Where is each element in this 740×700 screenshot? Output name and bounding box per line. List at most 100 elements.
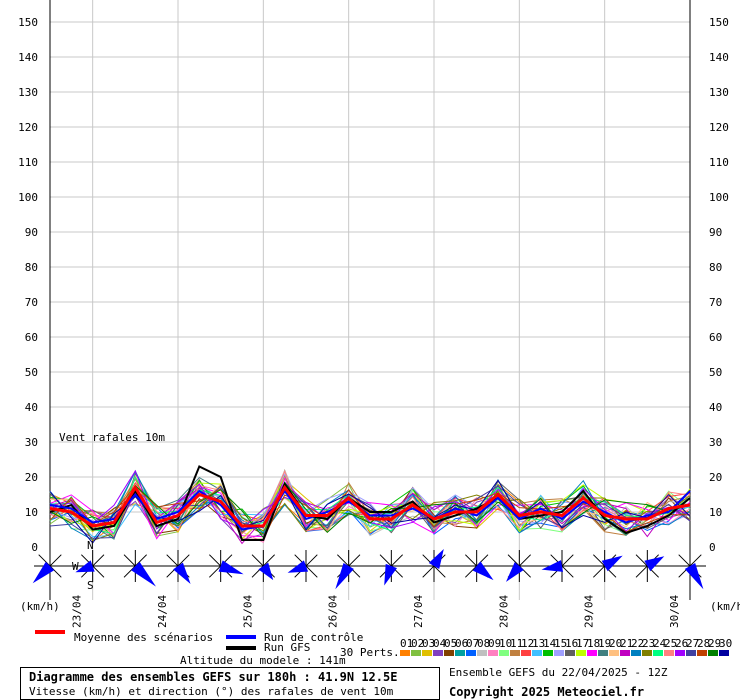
ensemble-date: Ensemble GEFS du 22/04/2025 - 12Z [449, 666, 668, 679]
pert-swatch [554, 650, 564, 656]
pert-swatch [444, 650, 454, 656]
perturbation-line [49, 476, 691, 540]
altitude-label: Altitude du modele : 141m [180, 654, 346, 667]
rose-star [80, 554, 105, 578]
y-tick-left: 70 [25, 296, 38, 309]
y-tick-left: 120 [18, 121, 38, 134]
pert-id: 10 [499, 637, 512, 650]
perturbation-line [49, 481, 691, 539]
legend-mean-swatch [35, 630, 65, 634]
series-line [49, 489, 691, 531]
pert-swatch [587, 650, 597, 656]
pert-id: 22 [631, 637, 644, 650]
pert-swatch [620, 650, 630, 656]
wind-direction-wedge [384, 563, 397, 586]
pert-id: 25 [664, 637, 677, 650]
y-tick-left: 140 [18, 51, 38, 64]
pert-swatch [455, 650, 465, 656]
y-axis-unit-left: (km/h) [20, 600, 60, 613]
pert-swatch [510, 650, 520, 656]
pert-id: 21 [620, 637, 633, 650]
y-tick-right: 70 [709, 296, 722, 309]
date-label: 30/04 [668, 595, 681, 628]
y-tick-left: 110 [18, 156, 38, 169]
pert-id: 02 [411, 637, 424, 650]
wind-direction-wedge [601, 555, 623, 572]
pert-swatch [664, 650, 674, 656]
wind-direction-wedge [644, 556, 665, 572]
y-tick-left: 100 [18, 191, 38, 204]
compass-south: S [87, 579, 94, 592]
pert-id: 15 [554, 637, 567, 650]
panel-label: Vent rafales 10m [59, 431, 165, 444]
y-tick-right: 40 [709, 401, 722, 414]
y-axis-unit-right: (km/h) [710, 600, 740, 613]
pert-id: 14 [543, 637, 557, 650]
wind-direction-wedge [32, 561, 55, 584]
rose-star [123, 554, 148, 578]
pert-swatch [565, 650, 575, 656]
compass-north: N [87, 539, 94, 552]
wind-direction-wedge [541, 560, 563, 572]
wind-direction-wedge [428, 549, 444, 569]
copyright: Copyright 2025 Meteociel.fr [449, 685, 645, 699]
y-tick-right: 120 [709, 121, 729, 134]
pert-id: 20 [609, 637, 622, 650]
y-tick-right: 20 [709, 471, 722, 484]
y-tick-right: 150 [709, 16, 729, 29]
pert-swatch [466, 650, 476, 656]
pert-swatch [598, 650, 608, 656]
pert-id: 27 [686, 637, 699, 650]
date-label: 24/04 [156, 595, 169, 628]
compass-west: W [72, 560, 79, 573]
date-label: 27/04 [412, 595, 425, 628]
pert-id: 11 [510, 637, 523, 650]
pert-swatch [543, 650, 553, 656]
chart-subtitle: Vitesse (km/h) et direction (°) des rafa… [29, 685, 394, 698]
wind-direction-wedge [218, 560, 244, 575]
pert-id: 28 [697, 637, 710, 650]
pert-id: 17 [576, 637, 589, 650]
date-labels: 23/04 24/04 25/04 26/04 27/04 28/04 29/04 30/04 [71, 595, 681, 628]
wind-direction-wedge [258, 562, 274, 581]
wind-direction-wedge [75, 560, 95, 573]
y-tick-left: 30 [25, 436, 38, 449]
pert-swatch [609, 650, 619, 656]
wind-direction-wedge [335, 563, 354, 590]
pert-id: 16 [565, 637, 578, 650]
date-label: 26/04 [327, 595, 340, 628]
perturbation-line [49, 479, 691, 544]
y-tick-right: 10 [709, 506, 722, 519]
legend-gfs-swatch [226, 646, 256, 650]
perturbation-legend: 0102030405060708091011121314151617181920… [400, 637, 732, 656]
pert-swatch [521, 650, 531, 656]
date-label: 29/04 [583, 595, 596, 628]
legend-control-label: Run de contrôle [264, 631, 364, 644]
pert-swatch [433, 650, 443, 656]
pert-id: 12 [521, 637, 534, 650]
pert-swatch [719, 650, 729, 656]
pert-id: 13 [532, 637, 545, 650]
pert-id: 23 [642, 637, 655, 650]
pert-swatch [576, 650, 586, 656]
pert-swatch [631, 650, 641, 656]
pert-id: 07 [466, 637, 479, 650]
y-tick-right: 60 [709, 331, 722, 344]
wind-direction-wedge [131, 561, 156, 587]
pert-swatch [697, 650, 707, 656]
series-line [49, 465, 691, 541]
y-tick-right: 130 [709, 86, 729, 99]
pert-id: 06 [455, 637, 468, 650]
y-tick-right: 0 [709, 541, 716, 554]
pert-swatch [642, 650, 652, 656]
legend-gfs-label: Run GFS [264, 641, 311, 654]
pert-id: 04 [433, 637, 447, 650]
y-tick-left: 130 [18, 86, 38, 99]
y-tick-left: 150 [18, 16, 38, 29]
pert-id: 18 [587, 637, 600, 650]
pert-swatch [686, 650, 696, 656]
wind-direction-wedge [684, 563, 704, 590]
date-label: 23/04 [71, 595, 84, 628]
pert-id: 05 [444, 637, 457, 650]
pert-id: 01 [400, 637, 413, 650]
